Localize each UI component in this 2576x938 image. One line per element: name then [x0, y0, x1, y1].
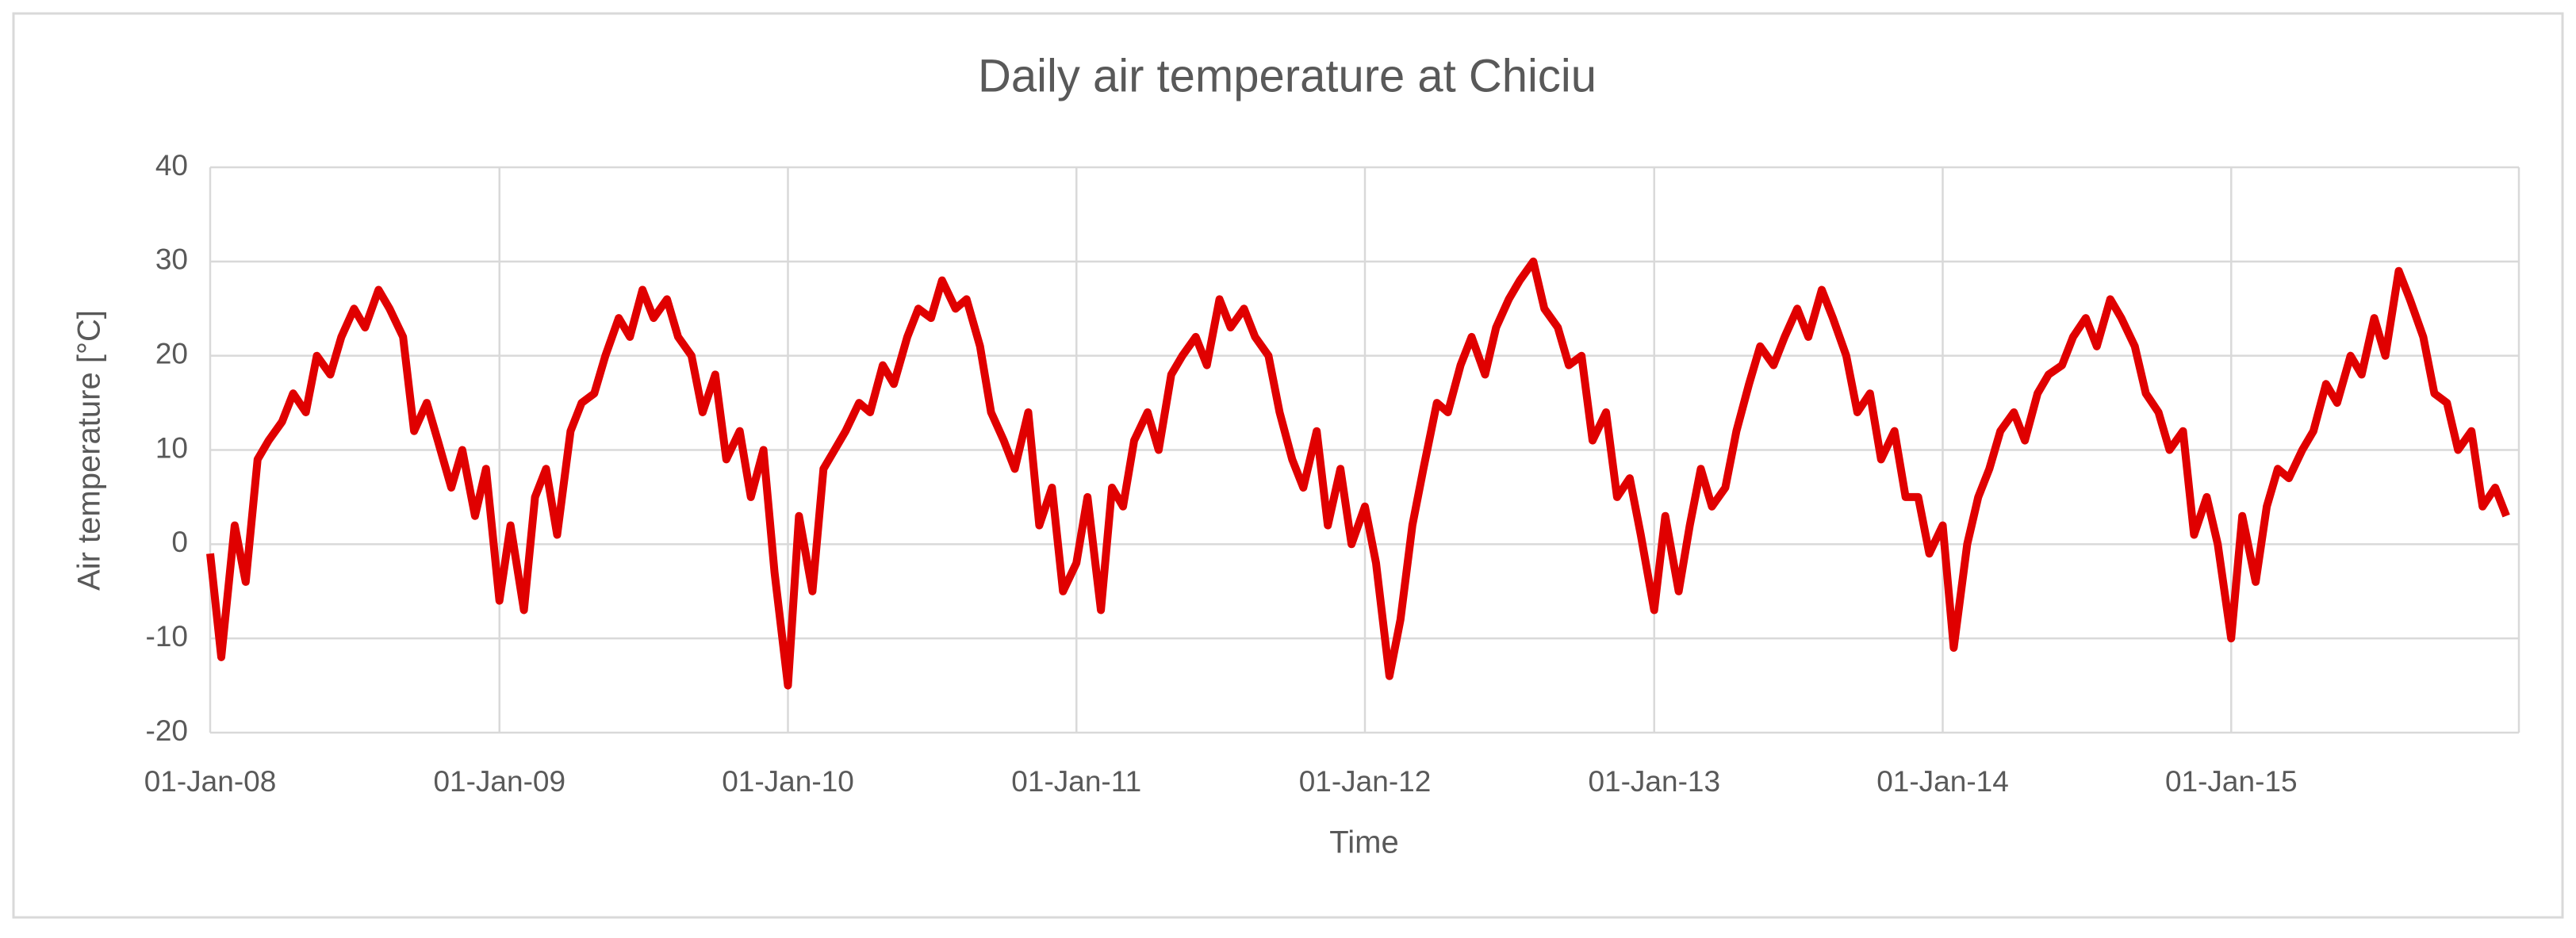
y-tick-label: 0 — [171, 526, 188, 558]
x-tick-label: 01-Jan-11 — [1011, 765, 1141, 798]
y-tick-label: -10 — [146, 620, 188, 653]
temperature-line — [206, 257, 2510, 690]
y-tick-label: 40 — [155, 149, 188, 182]
chart-border — [12, 12, 2564, 919]
x-tick-label: 01-Jan-15 — [2165, 765, 2298, 798]
x-tick-label: 01-Jan-13 — [1588, 765, 1720, 798]
x-tick-label: 01-Jan-09 — [433, 765, 565, 798]
x-tick-label: 01-Jan-14 — [1876, 765, 2009, 798]
y-tick-label: -20 — [146, 714, 188, 747]
x-tick-label: 01-Jan-08 — [144, 765, 277, 798]
y-tick-label: 10 — [155, 431, 188, 464]
x-axis-title: Time — [1329, 825, 1398, 860]
chart-title: Daily air temperature at Chiciu — [978, 50, 1597, 101]
x-tick-label: 01-Jan-10 — [722, 765, 854, 798]
y-tick-label: 30 — [155, 243, 188, 276]
y-axis-title: Air temperature [°C] — [72, 310, 107, 591]
x-tick-label: 01-Jan-12 — [1299, 765, 1432, 798]
y-tick-label: 20 — [155, 337, 188, 369]
